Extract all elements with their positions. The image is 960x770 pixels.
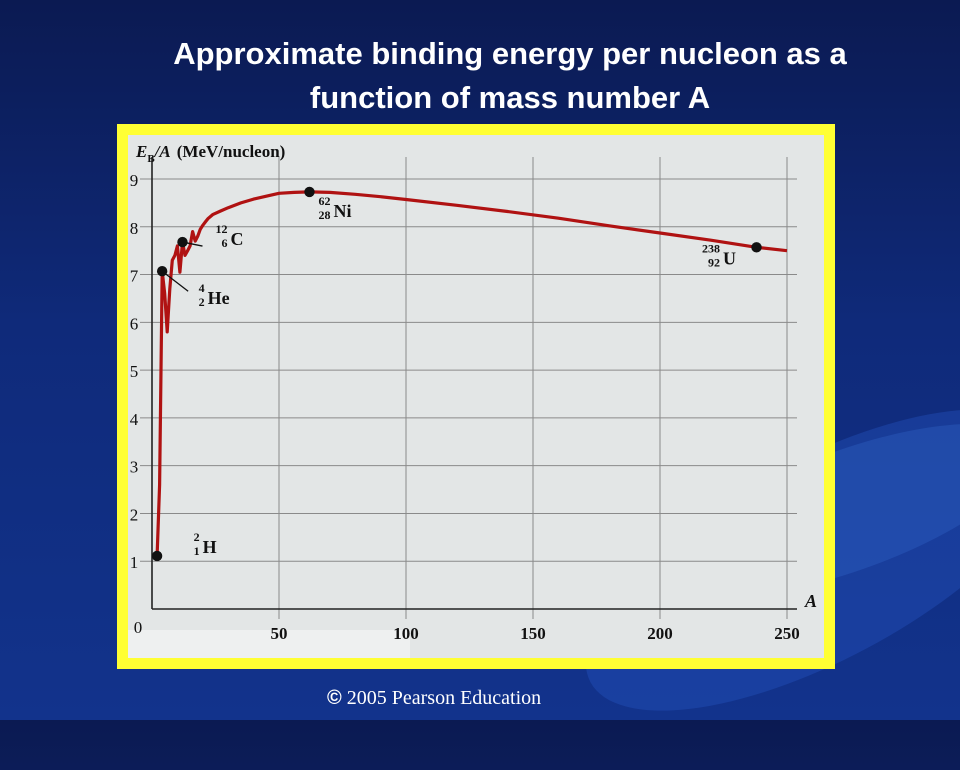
- nuclide-mass-number: 12: [215, 222, 227, 236]
- y-tick-label: 6: [130, 314, 139, 333]
- nuclide-atomic-number: 6: [221, 236, 227, 250]
- nuclide-point-c: [177, 236, 188, 248]
- copyright-symbol: ©: [327, 687, 342, 709]
- x-tick-label: 100: [393, 624, 419, 643]
- y-tick-label: 2: [130, 505, 139, 524]
- nuclide-atomic-number: 1: [194, 544, 200, 558]
- slide-title-line-2: function of mass number A: [309, 80, 711, 115]
- y-tick-label: 7: [130, 267, 139, 286]
- y-axis-label: EB/A (MeV/nucleon): [135, 142, 285, 165]
- origin-label: 0: [134, 618, 143, 637]
- x-tick-label: 50: [271, 624, 288, 643]
- chart-frame: 1 2 3 4 5 6 7 8 9 50 100 150 200 250 0 EB/A (MeV/nucleon…: [117, 124, 835, 669]
- slide-title-line-1: Approximate binding energy per nucleon a…: [173, 36, 847, 71]
- nuclide-symbol: Ni: [333, 201, 351, 221]
- nuclide-atomic-number: 2: [199, 295, 205, 309]
- nuclide-point-u: [751, 242, 762, 253]
- copyright-text: 2005 Pearson Education: [346, 687, 542, 709]
- nuclide-point-he: [156, 266, 168, 277]
- nuclide-symbol: H: [203, 537, 217, 557]
- nuclide-symbol: He: [208, 288, 230, 308]
- x-axis-label: A: [804, 591, 817, 611]
- chart-panel: 1 2 3 4 5 6 7 8 9 50 100 150 200 250 0 EB/A (MeV/nucleon…: [128, 135, 824, 658]
- nuclide-leader-line: [161, 270, 189, 292]
- nuclide-mass-number: 4: [199, 281, 205, 295]
- y-tick-label: 9: [130, 171, 139, 190]
- nuclide-mass-number: 238: [702, 241, 720, 255]
- binding-energy-curve: [155, 190, 788, 557]
- slide-title: Approximate binding energy per nucleon a…: [60, 32, 960, 120]
- nuclide-atomic-number: 28: [318, 208, 330, 222]
- nuclide-symbol: U: [723, 248, 736, 268]
- y-tick-label: 8: [130, 219, 139, 238]
- x-tick-label: 200: [647, 624, 673, 643]
- x-tick-label: 150: [520, 624, 546, 643]
- copyright-notice: © 2005 Pearson Education: [327, 687, 541, 710]
- nuclide-symbol: C: [230, 229, 243, 249]
- nuclide-point-h: [151, 550, 163, 562]
- nuclide-mass-number: 2: [194, 530, 200, 544]
- y-tick-label: 5: [130, 362, 139, 381]
- y-tick-label: 1: [130, 553, 139, 572]
- y-tick-label: 4: [130, 410, 139, 429]
- x-tick-label: 250: [774, 624, 800, 643]
- nuclide-atomic-number: 92: [708, 255, 720, 269]
- nuclide-mass-number: 62: [318, 194, 330, 208]
- y-tick-label: 3: [130, 458, 139, 477]
- nuclide-point-ni: [304, 186, 315, 198]
- panel-shade: [128, 630, 410, 658]
